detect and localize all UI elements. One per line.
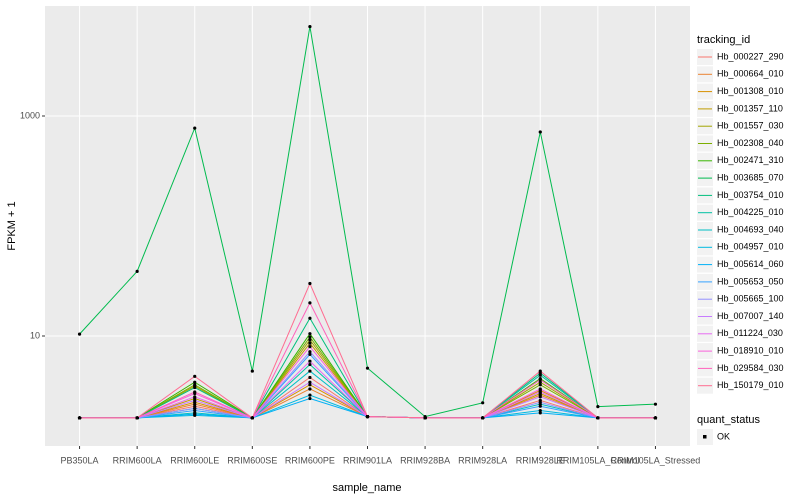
point (193, 374, 197, 378)
point (308, 396, 312, 401)
legend-label: Hb_000227_290 (717, 51, 784, 61)
point (538, 380, 542, 384)
x-tick-label: RRIM928LE (516, 455, 565, 465)
x-tick-label: RRIM105LA_Stressed (611, 455, 701, 465)
point (538, 373, 542, 377)
legend-label: Hb_007007_140 (717, 311, 784, 321)
point (77, 416, 82, 420)
point (538, 130, 542, 134)
legend-label: Hb_002308_040 (717, 138, 784, 148)
point (653, 416, 658, 420)
legend-title: quant_status (697, 414, 760, 426)
point (193, 385, 197, 390)
legend-label: Hb_011224_030 (717, 328, 783, 338)
point (538, 378, 542, 382)
legend-label: Hb_018910_010 (717, 345, 784, 355)
point (538, 369, 542, 373)
point (193, 390, 197, 394)
point (193, 406, 197, 410)
point (193, 408, 197, 413)
legend-label: Hb_001357_110 (717, 103, 783, 113)
legend-label: Hb_002471_310 (717, 155, 784, 165)
point (538, 395, 542, 399)
point (193, 395, 197, 399)
point (653, 402, 658, 406)
point (308, 359, 312, 363)
point (193, 126, 197, 130)
x-tick-label: RRIM928BA (400, 455, 450, 465)
point (193, 380, 197, 384)
legend-label: Hb_029584_030 (717, 363, 784, 373)
point (538, 387, 542, 391)
point (308, 24, 312, 29)
legend-label: Hb_004693_040 (717, 224, 784, 234)
point (538, 400, 542, 404)
point (250, 369, 254, 373)
point (193, 383, 197, 387)
point (308, 362, 312, 367)
point (308, 383, 312, 387)
point (365, 366, 370, 370)
y-axis-label: FPKM + 1 (6, 201, 18, 250)
legend-label: Hb_001557_030 (717, 121, 784, 131)
x-tick-label: RRIM600LA (113, 455, 162, 465)
point (308, 369, 312, 373)
point (308, 338, 312, 342)
point (308, 316, 312, 320)
point (308, 345, 312, 349)
y-tick-label: 10 (30, 330, 40, 340)
y-tick-label: 1000 (20, 110, 40, 120)
point (538, 390, 542, 394)
point (308, 341, 312, 345)
legend-label: Hb_000664_010 (717, 69, 784, 79)
legend-label: Hb_150179_010 (717, 380, 784, 390)
legend-title: tracking_id (697, 34, 750, 46)
legend-point (703, 435, 707, 439)
point (596, 405, 600, 409)
point (308, 301, 312, 305)
point (308, 387, 312, 391)
point (308, 352, 312, 357)
legend-label: Hb_005653_050 (717, 276, 784, 286)
point (365, 415, 370, 419)
point (193, 412, 197, 416)
point (538, 404, 542, 408)
x-tick-label: RRIM600SE (227, 455, 277, 465)
point (308, 375, 312, 380)
point (481, 416, 485, 420)
point (135, 269, 139, 273)
legend-label: Hb_005665_100 (717, 294, 784, 304)
point (538, 408, 542, 413)
point (596, 416, 600, 420)
point (308, 393, 312, 397)
x-tick-label: PB350LA (61, 455, 99, 465)
point (308, 350, 312, 354)
x-tick-label: RRIM600LE (170, 455, 219, 465)
legend-label: Hb_001308_010 (717, 86, 784, 96)
point (77, 332, 82, 336)
legend-label: OK (717, 431, 730, 441)
x-tick-label: RRIM105LA_Control (556, 455, 639, 465)
legend-label: Hb_003754_010 (717, 190, 784, 200)
point (538, 411, 542, 415)
point (481, 401, 485, 405)
point (308, 332, 312, 336)
x-tick-label: RRIM600PE (285, 455, 335, 465)
point (308, 281, 312, 286)
x-axis-label: sample_name (332, 482, 401, 494)
x-tick-label: RRIM901LA (343, 455, 392, 465)
point (193, 398, 197, 402)
legend-label: Hb_003685_070 (717, 172, 784, 182)
point (423, 416, 427, 420)
x-tick-label: RRIM928LA (458, 455, 507, 465)
legend-label: Hb_004225_010 (717, 207, 784, 217)
point (308, 380, 312, 384)
legend-label: Hb_005614_060 (717, 259, 784, 269)
point (135, 416, 139, 420)
point (308, 335, 312, 339)
legend-label: Hb_004957_010 (717, 242, 784, 252)
point (250, 416, 254, 420)
point (538, 383, 542, 387)
